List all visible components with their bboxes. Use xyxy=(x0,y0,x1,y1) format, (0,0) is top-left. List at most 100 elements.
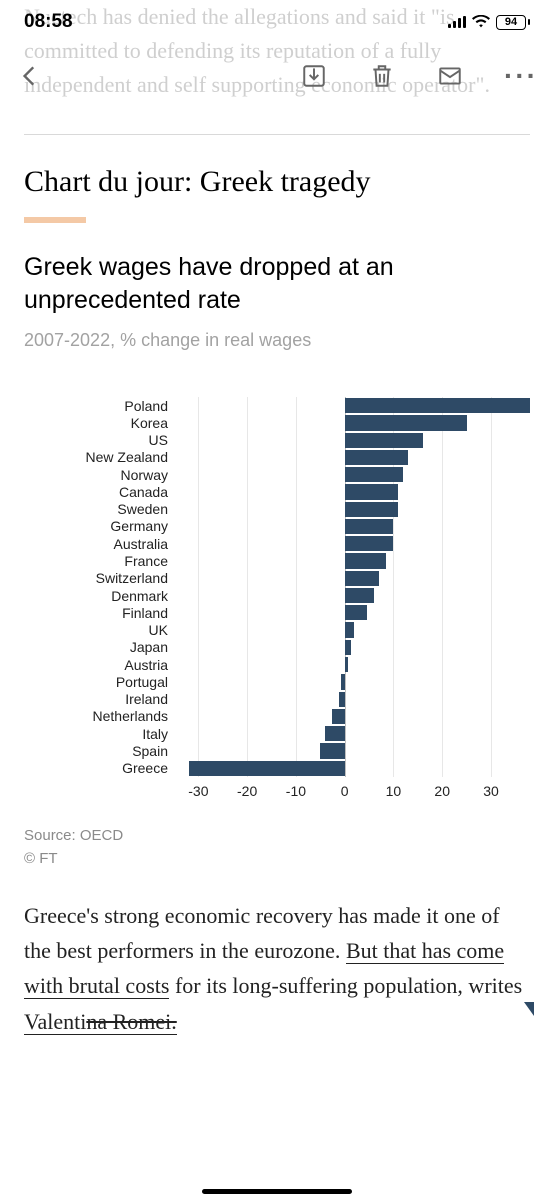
wage-chart: PolandKoreaUSNew ZealandNorwayCanadaSwed… xyxy=(24,397,530,777)
chart-category-label: US xyxy=(24,432,174,449)
chart-bar-row xyxy=(174,742,530,759)
chart-bar xyxy=(332,709,344,724)
axis-tick-label: -20 xyxy=(237,783,257,799)
chart-bar xyxy=(345,433,423,448)
chart-bar xyxy=(345,588,374,603)
chart-bar-row xyxy=(174,535,530,552)
chart-bar xyxy=(325,726,345,741)
chart-bar xyxy=(345,553,386,568)
chart-bar-row xyxy=(174,432,530,449)
status-time: 08:58 xyxy=(24,11,73,33)
chart-category-label: Netherlands xyxy=(24,708,174,725)
chart-category-label: Greece xyxy=(24,760,174,777)
chart-category-label: Germany xyxy=(24,518,174,535)
chart-category-label: Ireland xyxy=(24,691,174,708)
chart-source: Source: OECD © FT xyxy=(24,825,530,870)
status-bar: 08:58 94 xyxy=(0,0,554,44)
home-indicator[interactable] xyxy=(202,1189,352,1194)
chart-bar-row xyxy=(174,604,530,621)
chart-bar xyxy=(345,519,394,534)
chart-bar xyxy=(345,640,351,655)
wifi-icon xyxy=(472,15,490,29)
chart-category-label: Austria xyxy=(24,656,174,673)
chart-category-label: Switzerland xyxy=(24,570,174,587)
chart-x-axis: -30-20-100102030 xyxy=(174,781,530,805)
chart-y-labels: PolandKoreaUSNew ZealandNorwayCanadaSwed… xyxy=(24,397,174,777)
share-corner-icon[interactable] xyxy=(524,1002,534,1016)
mail-icon[interactable] xyxy=(436,62,464,90)
chart-category-label: Norway xyxy=(24,466,174,483)
status-right: 94 xyxy=(448,15,530,30)
chart-category-label: UK xyxy=(24,621,174,638)
chart-bar xyxy=(339,692,345,707)
author-part-b: na Romei. xyxy=(86,1009,176,1034)
chart-category-label: Sweden xyxy=(24,501,174,518)
chart-bar-row xyxy=(174,621,530,638)
source-text: Source: OECD xyxy=(24,825,530,848)
delete-icon[interactable] xyxy=(368,62,396,90)
battery-level: 94 xyxy=(505,16,517,28)
chart-bar xyxy=(189,761,345,776)
chart-category-label: Australia xyxy=(24,535,174,552)
chart-bar-row xyxy=(174,570,530,587)
chart-bar xyxy=(345,622,355,637)
chart-bar xyxy=(345,415,467,430)
chart-category-label: Italy xyxy=(24,725,174,742)
body-text-2: for its long-suffering population, write… xyxy=(169,973,522,998)
divider xyxy=(24,134,530,135)
article-page: Chart du jour: Greek tragedy Greek wages… xyxy=(0,110,554,1200)
chart-bar-row xyxy=(174,466,530,483)
headline: Chart du jour: Greek tragedy xyxy=(24,165,530,199)
chart-bar-row xyxy=(174,760,530,777)
battery-icon: 94 xyxy=(496,15,530,30)
back-button[interactable] xyxy=(16,62,44,90)
chart-bar xyxy=(345,398,530,413)
chart-subtitle: 2007-2022, % change in real wages xyxy=(24,330,530,351)
chart-bar-row xyxy=(174,725,530,742)
copyright-text: © FT xyxy=(24,848,530,871)
chart-bars xyxy=(174,397,530,777)
axis-tick-label: 10 xyxy=(386,783,402,799)
chart-bar xyxy=(345,484,399,499)
chart-bar xyxy=(345,536,394,551)
chart-bar-row xyxy=(174,483,530,500)
chart-title: Greek wages have dropped at an unprecede… xyxy=(24,251,530,316)
signal-icon xyxy=(448,16,466,28)
chart-bar xyxy=(345,605,367,620)
chart-bar xyxy=(345,657,348,672)
more-icon[interactable]: ··· xyxy=(504,62,538,90)
chart-plot xyxy=(174,397,530,777)
chart-bar xyxy=(345,571,379,586)
chart-bar xyxy=(345,467,404,482)
axis-tick-label: 30 xyxy=(483,783,499,799)
chart-category-label: Spain xyxy=(24,742,174,759)
chart-bar-row xyxy=(174,414,530,431)
chart-bar-row xyxy=(174,639,530,656)
chart-bar-row xyxy=(174,397,530,414)
chart-bar-row xyxy=(174,518,530,535)
chart-category-label: New Zealand xyxy=(24,449,174,466)
chart-category-label: Denmark xyxy=(24,587,174,604)
chart-bar-row xyxy=(174,656,530,673)
accent-bar xyxy=(24,217,86,223)
chart-bar-row xyxy=(174,587,530,604)
chart-bar-row xyxy=(174,552,530,569)
chart-bar xyxy=(320,743,344,758)
chart-bar xyxy=(345,450,408,465)
axis-container: -30-20-100102030 xyxy=(174,781,530,805)
article-body: Greece's strong economic recovery has ma… xyxy=(24,898,530,1039)
chart-category-label: France xyxy=(24,552,174,569)
chart-bar xyxy=(341,674,345,689)
author-part-a: Valenti xyxy=(24,1009,86,1034)
body-link-author[interactable]: Valentina Romei. xyxy=(24,1009,177,1035)
chart-category-label: Poland xyxy=(24,397,174,414)
chart-category-label: Japan xyxy=(24,639,174,656)
download-icon[interactable] xyxy=(300,62,328,90)
chart-bar xyxy=(345,502,399,517)
axis-tick-label: -10 xyxy=(286,783,306,799)
chart-category-label: Portugal xyxy=(24,673,174,690)
chart-category-label: Korea xyxy=(24,414,174,431)
chart-category-label: Finland xyxy=(24,604,174,621)
chart-bar-row xyxy=(174,501,530,518)
axis-tick-label: 0 xyxy=(341,783,349,799)
